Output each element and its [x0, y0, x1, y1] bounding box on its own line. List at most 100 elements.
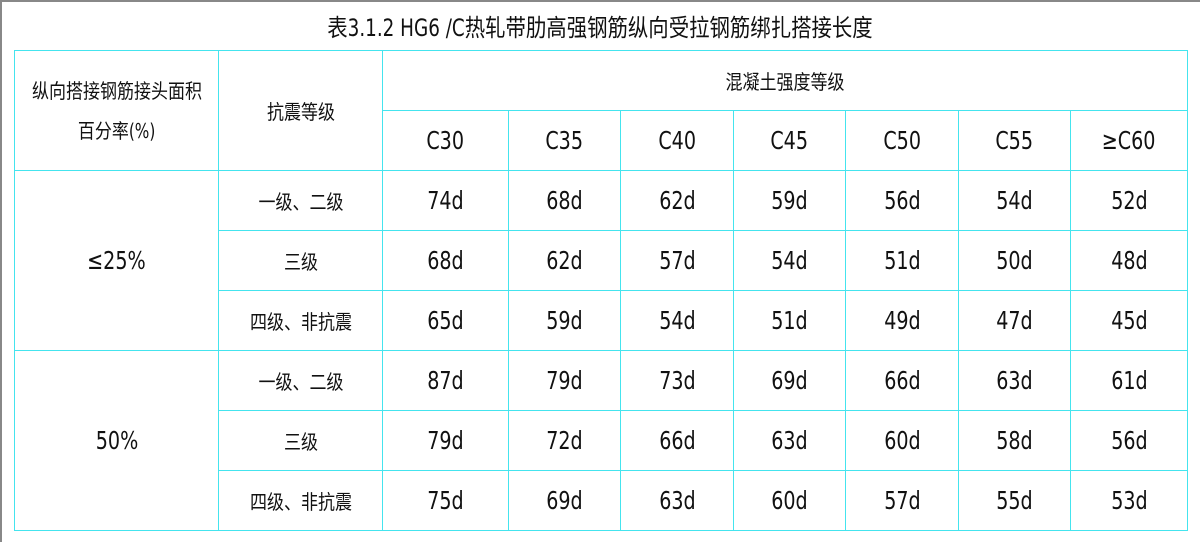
lap-length-cell: 50d — [958, 230, 1071, 291]
lap-length-cell: 53d — [1070, 470, 1188, 531]
lap-length-cell: 61d — [1070, 350, 1188, 411]
lap-length-value: 59d — [771, 186, 808, 215]
joint-rate: 50% — [95, 426, 138, 455]
lap-length-value: 63d — [658, 486, 696, 515]
lap-length-cell: 57d — [845, 470, 959, 531]
lap-length-cell: 73d — [620, 350, 734, 411]
seismic-level: 一级、二级 — [258, 190, 343, 214]
lap-length-cell: 72d — [508, 410, 621, 471]
lap-length-value: 56d — [1110, 426, 1148, 455]
table-row: ≤25% 一级、二级 74d 68d 62d 59d 56d 54d 52d — [14, 170, 1188, 351]
grade-label: C45 — [770, 126, 809, 155]
lap-length-value: 62d — [546, 246, 583, 275]
grade-header: C45 — [733, 110, 846, 171]
lap-length-cell: 57d — [620, 230, 734, 291]
seismic-level-cell: 四级、非抗震 — [218, 290, 383, 351]
lap-length-value: 49d — [883, 306, 921, 335]
lap-length-value: 87d — [427, 366, 464, 395]
lap-length-value: 79d — [546, 366, 583, 395]
seismic-level-cell: 一级、二级 — [218, 350, 383, 411]
lap-length-cell: 54d — [958, 170, 1071, 231]
lap-length-cell: 54d — [733, 230, 846, 291]
lap-length-cell: 59d — [508, 290, 621, 351]
table-row: 三级 79d 72d 66d 63d 60d 58d 56d — [15, 410, 1188, 471]
table-row: 三级 68d 62d 57d 54d 51d 50d 48d — [15, 230, 1188, 291]
table-row: 四级、非抗震 75d 69d 63d 60d 57d 55d 53d — [15, 470, 1188, 531]
lap-length-cell: 66d — [845, 350, 959, 411]
lap-length-cell: 63d — [958, 350, 1071, 411]
table-row: 50% 一级、二级 87d 79d 73d 69d 66d 63d 61d — [14, 350, 1188, 531]
lap-length-cell: 58d — [958, 410, 1071, 471]
lap-length-value: 54d — [771, 246, 808, 275]
lap-length-cell: 56d — [1070, 410, 1188, 471]
grade-label: ≥C60 — [1102, 126, 1156, 155]
lap-length-cell: 47d — [958, 290, 1071, 351]
lap-length-value: 63d — [996, 366, 1033, 395]
seismic-level: 三级 — [283, 430, 318, 454]
lap-length-cell: 62d — [508, 230, 621, 291]
lap-length-cell: 60d — [845, 410, 959, 471]
lap-length-cell: 79d — [508, 350, 621, 411]
lap-length-cell: 60d — [733, 470, 846, 531]
lap-length-cell: 63d — [733, 410, 846, 471]
lap-length-cell: 63d — [620, 470, 734, 531]
lap-length-value: 66d — [883, 366, 921, 395]
lap-length-value: 61d — [1110, 366, 1148, 395]
lap-length-value: 60d — [771, 486, 808, 515]
lap-length-value: 50d — [996, 246, 1033, 275]
lap-length-value: 52d — [1110, 186, 1148, 215]
lap-length-value: 58d — [996, 426, 1033, 455]
lap-length-value: 54d — [658, 306, 696, 335]
lap-length-value: 48d — [1110, 246, 1148, 275]
lap-length-value: 57d — [883, 486, 921, 515]
lap-length-cell: 62d — [620, 170, 734, 231]
lap-length-cell: 59d — [733, 170, 846, 231]
header-seismic-level: 抗震等级 — [218, 50, 383, 171]
lap-length-cell: 51d — [733, 290, 846, 351]
lap-length-value: 69d — [771, 366, 808, 395]
lap-length-value: 54d — [996, 186, 1033, 215]
table-title: 表3.1.2 HG6 /C热轧带肋高强钢筋纵向受拉钢筋绑扎搭接长度 — [327, 14, 873, 42]
joint-rate: ≤25% — [87, 246, 146, 275]
seismic-level: 四级、非抗震 — [249, 490, 352, 514]
lap-length-table: 纵向搭接钢筋接头面积 百分率(%) 抗震等级 混凝土强度等级 C30 C35 C40… — [14, 50, 1188, 531]
header-line2: 百分率(%) — [77, 118, 156, 143]
lap-length-value: 56d — [883, 186, 921, 215]
grade-label: C35 — [545, 126, 584, 155]
lap-length-cell: 75d — [382, 470, 509, 531]
lap-length-value: 68d — [427, 246, 464, 275]
lap-length-value: 47d — [996, 306, 1033, 335]
grade-header: C40 — [620, 110, 734, 171]
lap-length-cell: 87d — [382, 350, 509, 411]
lap-length-value: 74d — [427, 186, 464, 215]
seismic-level: 四级、非抗震 — [249, 310, 352, 334]
lap-length-value: 53d — [1110, 486, 1148, 515]
lap-length-cell: 68d — [382, 230, 509, 291]
seismic-level-cell: 三级 — [218, 410, 383, 471]
seismic-level-cell: 四级、非抗震 — [218, 470, 383, 531]
lap-length-value: 55d — [996, 486, 1033, 515]
joint-rate-cell: ≤25% — [14, 170, 219, 351]
lap-length-value: 66d — [658, 426, 696, 455]
seismic-level: 三级 — [283, 250, 318, 274]
grade-label: C50 — [883, 126, 921, 155]
lap-length-cell: 49d — [845, 290, 959, 351]
lap-length-cell: 69d — [733, 350, 846, 411]
seismic-level: 一级、二级 — [258, 370, 343, 394]
lap-length-value: 63d — [771, 426, 808, 455]
lap-length-cell: 54d — [620, 290, 734, 351]
lap-length-cell: 52d — [1070, 170, 1188, 231]
lap-length-cell: 48d — [1070, 230, 1188, 291]
grade-header: ≥C60 — [1070, 110, 1188, 171]
grade-label: C55 — [995, 126, 1034, 155]
lap-length-cell: 51d — [845, 230, 959, 291]
header-seismic-text: 抗震等级 — [266, 100, 335, 124]
lap-length-value: 75d — [427, 486, 464, 515]
grade-header: C30 — [382, 110, 509, 171]
lap-length-value: 65d — [427, 306, 464, 335]
lap-length-cell: 65d — [382, 290, 509, 351]
lap-length-cell: 69d — [508, 470, 621, 531]
lap-length-cell: 79d — [382, 410, 509, 471]
lap-length-value: 79d — [427, 426, 464, 455]
lap-length-value: 72d — [546, 426, 583, 455]
